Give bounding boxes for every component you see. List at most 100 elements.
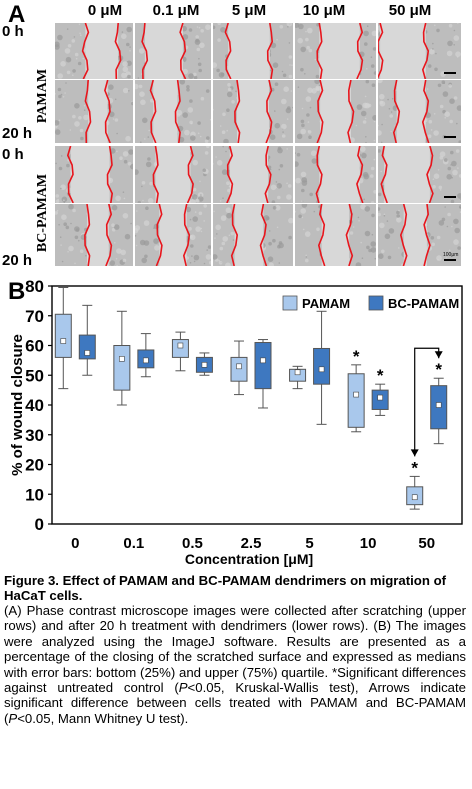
y-tick-label: 0: [35, 515, 44, 534]
median-marker: [60, 338, 67, 344]
wound-edge-line: [106, 146, 114, 203]
tile-texture-dot: [121, 31, 124, 33]
tile-texture-dot: [117, 55, 120, 58]
y-tick-label: 50: [25, 366, 44, 385]
microscopy-tile: [295, 23, 376, 79]
tile-texture-dot: [269, 69, 272, 72]
tile-texture-dot: [437, 169, 440, 171]
x-tick-label: 5: [305, 535, 313, 552]
tile-texture-dot: [386, 220, 389, 222]
tile-texture-dot: [206, 136, 210, 140]
tile-texture-dot: [221, 130, 226, 134]
tile-texture-dot: [222, 236, 228, 242]
tile-texture-dot: [72, 69, 76, 73]
tile-texture-dot: [116, 264, 118, 266]
x-tick-label: 10: [360, 535, 377, 552]
tile-texture-dot: [433, 113, 436, 115]
tile-texture-dot: [60, 155, 63, 157]
tile-texture-dot: [453, 44, 455, 46]
x-tick-label: 50: [418, 535, 435, 552]
tile-texture-dot: [200, 194, 202, 196]
tile-texture-dot: [451, 160, 457, 167]
tile-texture-dot: [364, 206, 371, 212]
tile-texture-dot: [128, 149, 133, 155]
tile-texture-dot: [195, 35, 199, 39]
tile-texture-dot: [460, 198, 461, 201]
tile-texture-dot: [109, 260, 116, 266]
y-tick-label: 70: [25, 307, 44, 326]
median-marker: [435, 402, 442, 408]
wound-edge-line: [234, 80, 241, 143]
tile-texture-dot: [287, 106, 291, 110]
tile-texture-dot: [366, 245, 370, 250]
comparison-arrow-head: [410, 449, 419, 457]
tile-texture-dot: [205, 89, 210, 93]
tile-texture-dot: [214, 237, 216, 239]
tile-texture-dot: [205, 24, 211, 30]
tile-texture-dot: [74, 121, 80, 127]
tile-texture-dot: [226, 212, 232, 219]
tile-texture-dot: [228, 234, 231, 237]
wound-edge-line: [114, 23, 122, 79]
tile-texture-dot: [387, 98, 389, 101]
wound-edge-line: [392, 80, 401, 143]
tile-texture-dot: [274, 110, 276, 112]
tile-texture-dot: [448, 84, 452, 88]
legend-swatch: [368, 295, 384, 311]
tile-texture-dot: [378, 149, 381, 153]
group-label-bc-pamam: BC-PAMAM: [35, 173, 50, 253]
tile-texture-dot: [232, 239, 235, 241]
median-marker: [411, 494, 418, 501]
wound-edge-line: [426, 146, 434, 203]
tile-texture-dot: [267, 256, 274, 262]
tile-texture-dot: [311, 158, 318, 164]
tile-texture-dot: [58, 94, 62, 99]
tile-texture-dot: [198, 211, 203, 216]
wound-gap-area: [319, 146, 360, 203]
tile-texture-dot: [135, 83, 139, 90]
wound-gap-area: [88, 80, 108, 143]
tile-texture-dot: [356, 104, 363, 110]
tile-texture-dot: [439, 104, 444, 109]
tile-texture-dot: [182, 112, 188, 118]
tile-texture-dot: [221, 241, 226, 246]
tile-texture-dot: [122, 87, 129, 94]
tile-texture-dot: [77, 61, 82, 66]
tile-texture-dot: [115, 195, 121, 202]
wound-edge-line: [81, 23, 90, 79]
tile-texture-dot: [200, 227, 203, 230]
tile-texture-dot: [360, 110, 367, 117]
wound-edge-line: [345, 204, 354, 266]
tile-texture-dot: [431, 242, 435, 247]
tile-texture-dot: [222, 197, 224, 199]
tile-texture-dot: [276, 226, 279, 229]
tile-texture-dot: [203, 204, 207, 208]
tile-texture-dot: [384, 233, 391, 240]
tile-texture-dot: [55, 194, 60, 198]
tile-texture-dot: [124, 233, 131, 240]
tile-texture-dot: [218, 261, 223, 265]
tile-texture-dot: [209, 118, 211, 121]
tile-texture-dot: [225, 207, 232, 213]
tile-texture-dot: [147, 198, 154, 203]
tile-texture-dot: [220, 215, 227, 221]
tile-texture-dot: [292, 106, 293, 109]
tile-texture-dot: [137, 77, 140, 79]
median-marker: [318, 366, 325, 373]
tile-texture-dot: [185, 206, 192, 213]
tile-texture-dot: [184, 129, 190, 136]
tile-texture-dot: [143, 240, 150, 246]
tile-texture-dot: [215, 156, 217, 158]
tile-texture-dot: [196, 26, 199, 28]
tile-texture-dot: [195, 199, 200, 203]
tile-texture-dot: [308, 48, 313, 53]
tile-texture-dot: [437, 258, 439, 261]
tile-texture-dot: [142, 199, 144, 202]
tile-texture-dot: [286, 23, 293, 27]
wound-edge-line: [149, 80, 157, 143]
tile-texture-dot: [197, 132, 200, 135]
tile-texture-dot: [314, 80, 320, 85]
tile-texture-dot: [215, 224, 221, 231]
tile-texture-dot: [456, 105, 461, 111]
tile-texture-dot: [295, 152, 296, 154]
